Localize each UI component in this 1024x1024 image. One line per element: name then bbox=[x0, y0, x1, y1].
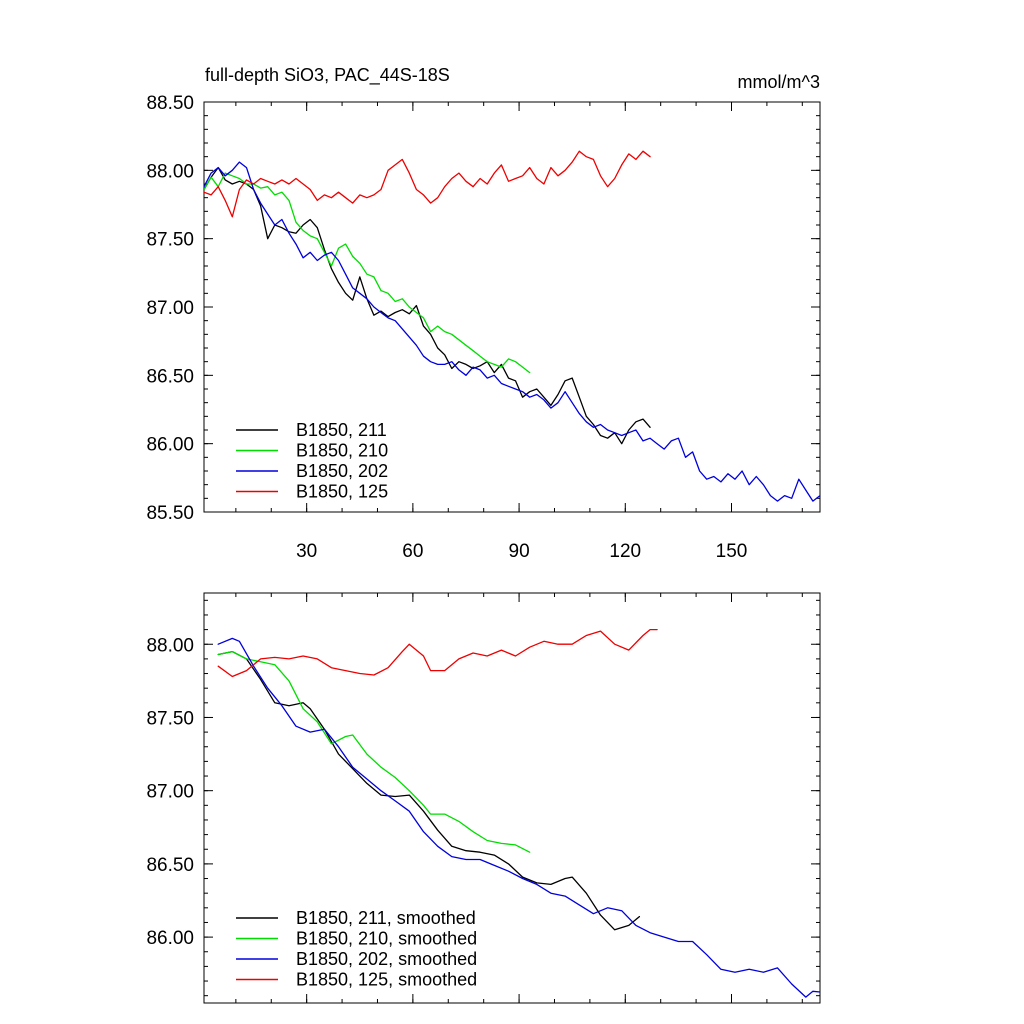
legend-label: B1850, 125 bbox=[296, 482, 388, 502]
legend-label: B1850, 202, smoothed bbox=[296, 949, 477, 969]
series-line-b1850-211-smoothed bbox=[217, 650, 641, 931]
x-tick-label: 120 bbox=[609, 541, 641, 562]
x-tick-label: 60 bbox=[402, 541, 423, 562]
legend-label: B1850, 210 bbox=[296, 441, 388, 461]
units-label: mmol/m^3 bbox=[738, 72, 820, 92]
legend-label: B1850, 211, smoothed bbox=[296, 908, 476, 928]
series-line-b1850-210-smoothed bbox=[217, 650, 531, 853]
legend-label: B1850, 125, smoothed bbox=[296, 970, 477, 990]
series-line-b1850-210 bbox=[204, 172, 531, 374]
legend-label: B1850, 211 bbox=[296, 420, 387, 440]
series-line-b1850-125 bbox=[204, 150, 651, 218]
y-tick-label: 86.00 bbox=[146, 928, 194, 949]
legend-label: B1850, 202 bbox=[296, 461, 388, 481]
y-tick-label: 86.50 bbox=[146, 855, 194, 876]
x-tick-label: 150 bbox=[716, 541, 748, 562]
series-line-b1850-211 bbox=[204, 166, 651, 445]
series-line-b1850-125-smoothed bbox=[217, 628, 658, 678]
series-group bbox=[217, 628, 820, 998]
y-tick-label: 86.00 bbox=[146, 435, 194, 456]
chart-title: full-depth SiO3, PAC_44S-18S bbox=[205, 65, 450, 86]
y-tick-label: 88.00 bbox=[146, 161, 194, 182]
chart-panel-1: 85.50 86.00 86.50 87.00 87.50 88.00 88.50 30 60 9… bbox=[146, 65, 821, 562]
y-tick-label: 87.00 bbox=[146, 298, 194, 319]
chart-panel-2: 86.00 86.50 87.00 87.50 88.00 B1850, 211, smo… bbox=[146, 592, 821, 1004]
x-tick-label: 90 bbox=[509, 541, 530, 562]
legend-label: B1850, 210, smoothed bbox=[296, 929, 477, 949]
y-tick-label: 88.00 bbox=[146, 635, 194, 656]
series-group bbox=[204, 150, 820, 502]
y-tick-label: 87.00 bbox=[146, 782, 194, 803]
y-tick-label: 86.50 bbox=[146, 366, 194, 387]
series-line-b1850-202 bbox=[204, 161, 820, 502]
y-tick-label: 88.50 bbox=[146, 93, 194, 114]
y-tick-label: 87.50 bbox=[146, 708, 194, 729]
plot-frame bbox=[203, 592, 821, 1004]
y-tick-label: 85.50 bbox=[146, 503, 194, 524]
series-line-b1850-202-smoothed bbox=[217, 637, 820, 998]
x-tick-label: 30 bbox=[296, 541, 317, 562]
y-tick-label: 87.50 bbox=[146, 230, 194, 251]
